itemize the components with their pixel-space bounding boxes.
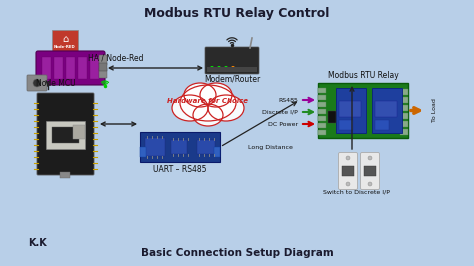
FancyBboxPatch shape [318, 83, 408, 138]
Bar [400, 89, 408, 95]
Text: Modbus RTU Relay: Modbus RTU Relay [328, 70, 398, 80]
Bar [60, 172, 70, 178]
FancyBboxPatch shape [36, 51, 105, 85]
Text: RS485: RS485 [278, 98, 298, 102]
Bar [140, 147, 146, 157]
Ellipse shape [180, 85, 236, 121]
Bar [78, 57, 87, 79]
Bar [364, 166, 376, 176]
FancyBboxPatch shape [372, 88, 402, 133]
Text: Discrete I/P: Discrete I/P [262, 110, 298, 114]
Bar [318, 123, 326, 128]
Bar [90, 57, 99, 79]
Bar [66, 57, 75, 79]
Bar [99, 55, 107, 65]
Circle shape [346, 182, 350, 186]
Bar [339, 101, 361, 117]
Bar [318, 116, 326, 121]
Bar [318, 130, 326, 135]
Bar [375, 101, 397, 117]
Text: Node MCU: Node MCU [36, 78, 76, 88]
Text: Modem/Router: Modem/Router [204, 74, 260, 84]
Bar [73, 125, 85, 139]
Bar [400, 97, 408, 103]
Circle shape [224, 66, 228, 70]
Text: K.K: K.K [28, 238, 47, 248]
Bar [54, 57, 63, 79]
Text: DC Power: DC Power [268, 122, 298, 127]
Text: Switch to Discrete I/P: Switch to Discrete I/P [323, 189, 390, 194]
Bar [99, 63, 107, 71]
Bar [171, 140, 187, 154]
Text: HA / Node-Red: HA / Node-Red [89, 53, 144, 63]
Circle shape [368, 182, 372, 186]
Bar [339, 120, 353, 130]
Bar [328, 111, 336, 123]
Text: UART – RS485: UART – RS485 [153, 164, 207, 173]
Bar [207, 67, 257, 72]
Bar [318, 88, 326, 93]
Text: Basic Connection Setup Diagram: Basic Connection Setup Diagram [141, 248, 333, 258]
Circle shape [368, 156, 372, 160]
FancyBboxPatch shape [336, 88, 366, 133]
Bar [99, 68, 107, 78]
FancyBboxPatch shape [338, 152, 357, 189]
Text: Modbus RTU Relay Control: Modbus RTU Relay Control [144, 6, 330, 19]
Bar [318, 109, 326, 114]
Ellipse shape [184, 83, 216, 107]
FancyBboxPatch shape [205, 47, 259, 74]
Bar [318, 102, 326, 107]
FancyBboxPatch shape [140, 132, 220, 162]
Text: Node-RED: Node-RED [54, 45, 76, 49]
Text: Hardware for Choice: Hardware for Choice [167, 98, 248, 104]
Bar [197, 140, 215, 154]
Bar [318, 95, 326, 100]
Text: Long Distance: Long Distance [247, 146, 292, 151]
Bar [42, 57, 51, 79]
Bar [400, 129, 408, 135]
FancyBboxPatch shape [27, 75, 47, 91]
Bar [52, 127, 79, 143]
Bar [342, 166, 354, 176]
Ellipse shape [208, 95, 244, 121]
Bar [214, 147, 220, 157]
Ellipse shape [193, 104, 223, 126]
Bar [400, 121, 408, 127]
Ellipse shape [172, 95, 208, 121]
FancyBboxPatch shape [361, 152, 380, 189]
Bar [400, 113, 408, 119]
Bar [145, 138, 165, 156]
Circle shape [210, 66, 214, 70]
Bar [46, 121, 85, 149]
Text: To Load: To Load [432, 99, 437, 122]
Circle shape [217, 66, 221, 70]
Ellipse shape [200, 83, 232, 107]
Bar [400, 105, 408, 111]
Text: ⌂: ⌂ [62, 34, 68, 44]
FancyBboxPatch shape [52, 30, 78, 54]
FancyBboxPatch shape [37, 93, 94, 175]
Circle shape [33, 79, 41, 87]
Bar [375, 120, 389, 130]
Circle shape [231, 66, 235, 70]
Circle shape [346, 156, 350, 160]
